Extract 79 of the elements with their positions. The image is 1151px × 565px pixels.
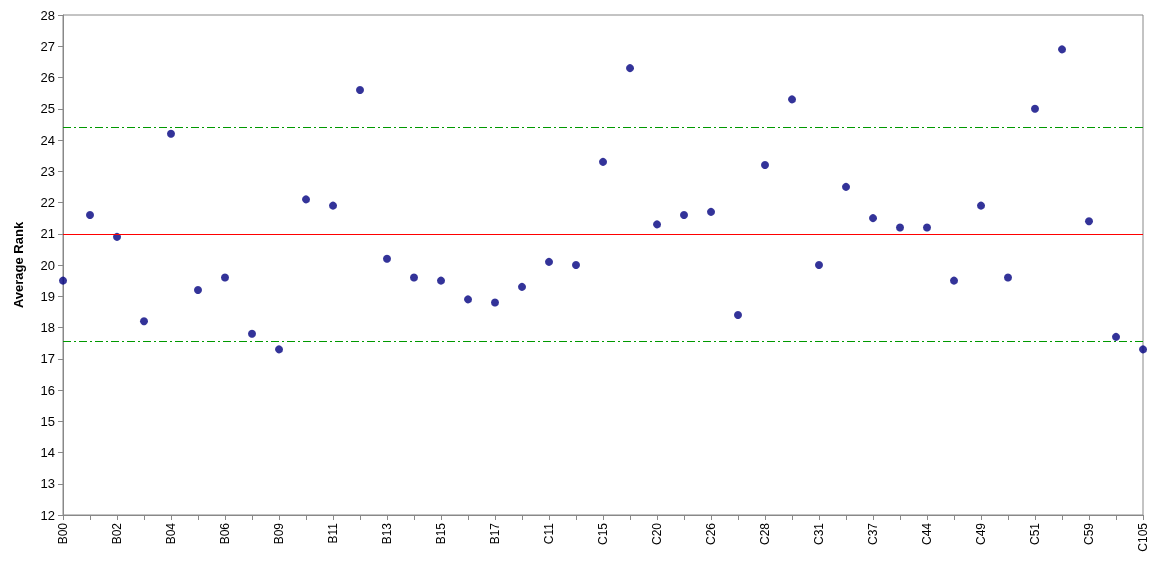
- x-tick-label: B13: [380, 522, 394, 545]
- point: [653, 220, 661, 229]
- point: [518, 282, 526, 291]
- point: [842, 182, 850, 191]
- y-tick-label: 17: [40, 351, 55, 367]
- x-tick-label: C105: [1136, 522, 1150, 552]
- point: [950, 276, 958, 285]
- y-tick-label: 27: [40, 38, 55, 54]
- point: [1085, 217, 1093, 226]
- x-tick-label: C11: [542, 522, 556, 545]
- x-tick-label: C49: [974, 522, 988, 546]
- point: [383, 254, 391, 263]
- point: [626, 64, 634, 73]
- x-tick-label: B06: [218, 522, 232, 545]
- x-tick-label: B04: [164, 522, 178, 545]
- y-tick-label: 20: [40, 257, 55, 273]
- x-tick-label: C20: [650, 522, 664, 546]
- point: [896, 223, 904, 232]
- y-tick-label: 19: [40, 288, 55, 304]
- y-tick-label: 26: [40, 70, 55, 85]
- point: [1004, 273, 1012, 282]
- y-tick-label: 24: [40, 132, 55, 148]
- point: [491, 298, 499, 307]
- point: [1139, 345, 1147, 354]
- point: [410, 273, 418, 282]
- x-tick-label: C31: [812, 522, 826, 546]
- x-tick-label: B15: [434, 522, 448, 545]
- y-axis-title: Average Rank: [11, 221, 26, 309]
- y-tick-label: 25: [40, 101, 55, 117]
- x-tick-label: C44: [920, 522, 934, 546]
- x-tick-label: C51: [1028, 522, 1042, 546]
- point: [680, 211, 688, 219]
- y-tick-label: 28: [40, 7, 55, 23]
- point: [545, 257, 553, 266]
- point: [977, 201, 985, 210]
- x-tick-label: C37: [866, 522, 880, 546]
- point: [248, 329, 256, 338]
- point: [761, 161, 769, 169]
- x-tick-label: B11: [326, 522, 340, 544]
- y-tick-label: 23: [40, 163, 55, 179]
- x-tick-label: C26: [704, 522, 718, 546]
- point: [140, 317, 148, 326]
- point: [275, 345, 283, 354]
- point: [707, 207, 715, 216]
- y-tick-label: 13: [40, 476, 55, 492]
- point: [1058, 45, 1066, 54]
- x-tick-label: C15: [596, 522, 610, 546]
- point: [167, 129, 175, 138]
- x-tick-label: B02: [110, 522, 124, 545]
- y-tick-label: 14: [40, 445, 55, 460]
- point: [1112, 332, 1120, 341]
- point: [194, 286, 202, 294]
- point: [869, 214, 877, 223]
- y-tick-label: 16: [40, 382, 55, 398]
- point: [356, 86, 364, 94]
- y-tick-label: 22: [40, 195, 55, 210]
- point: [59, 276, 67, 285]
- point: [815, 261, 823, 269]
- point: [86, 211, 94, 219]
- point: [599, 157, 607, 166]
- point: [1031, 104, 1039, 113]
- x-tick-label: C59: [1082, 522, 1096, 546]
- point: [221, 273, 229, 282]
- x-tick-label: B09: [272, 522, 286, 545]
- point: [788, 95, 796, 104]
- y-tick-label: 21: [40, 226, 55, 242]
- point: [923, 223, 931, 232]
- point: [302, 195, 310, 204]
- y-tick-label: 12: [40, 507, 55, 523]
- point: [437, 276, 445, 285]
- y-tick-label: 18: [40, 320, 55, 335]
- x-tick-label: B00: [56, 522, 70, 545]
- point: [734, 311, 742, 319]
- point: [329, 201, 337, 210]
- point: [572, 261, 580, 269]
- y-tick-label: 15: [40, 413, 55, 429]
- point: [464, 295, 472, 304]
- x-tick-label: B17: [488, 522, 502, 545]
- x-tick-label: C28: [758, 522, 772, 546]
